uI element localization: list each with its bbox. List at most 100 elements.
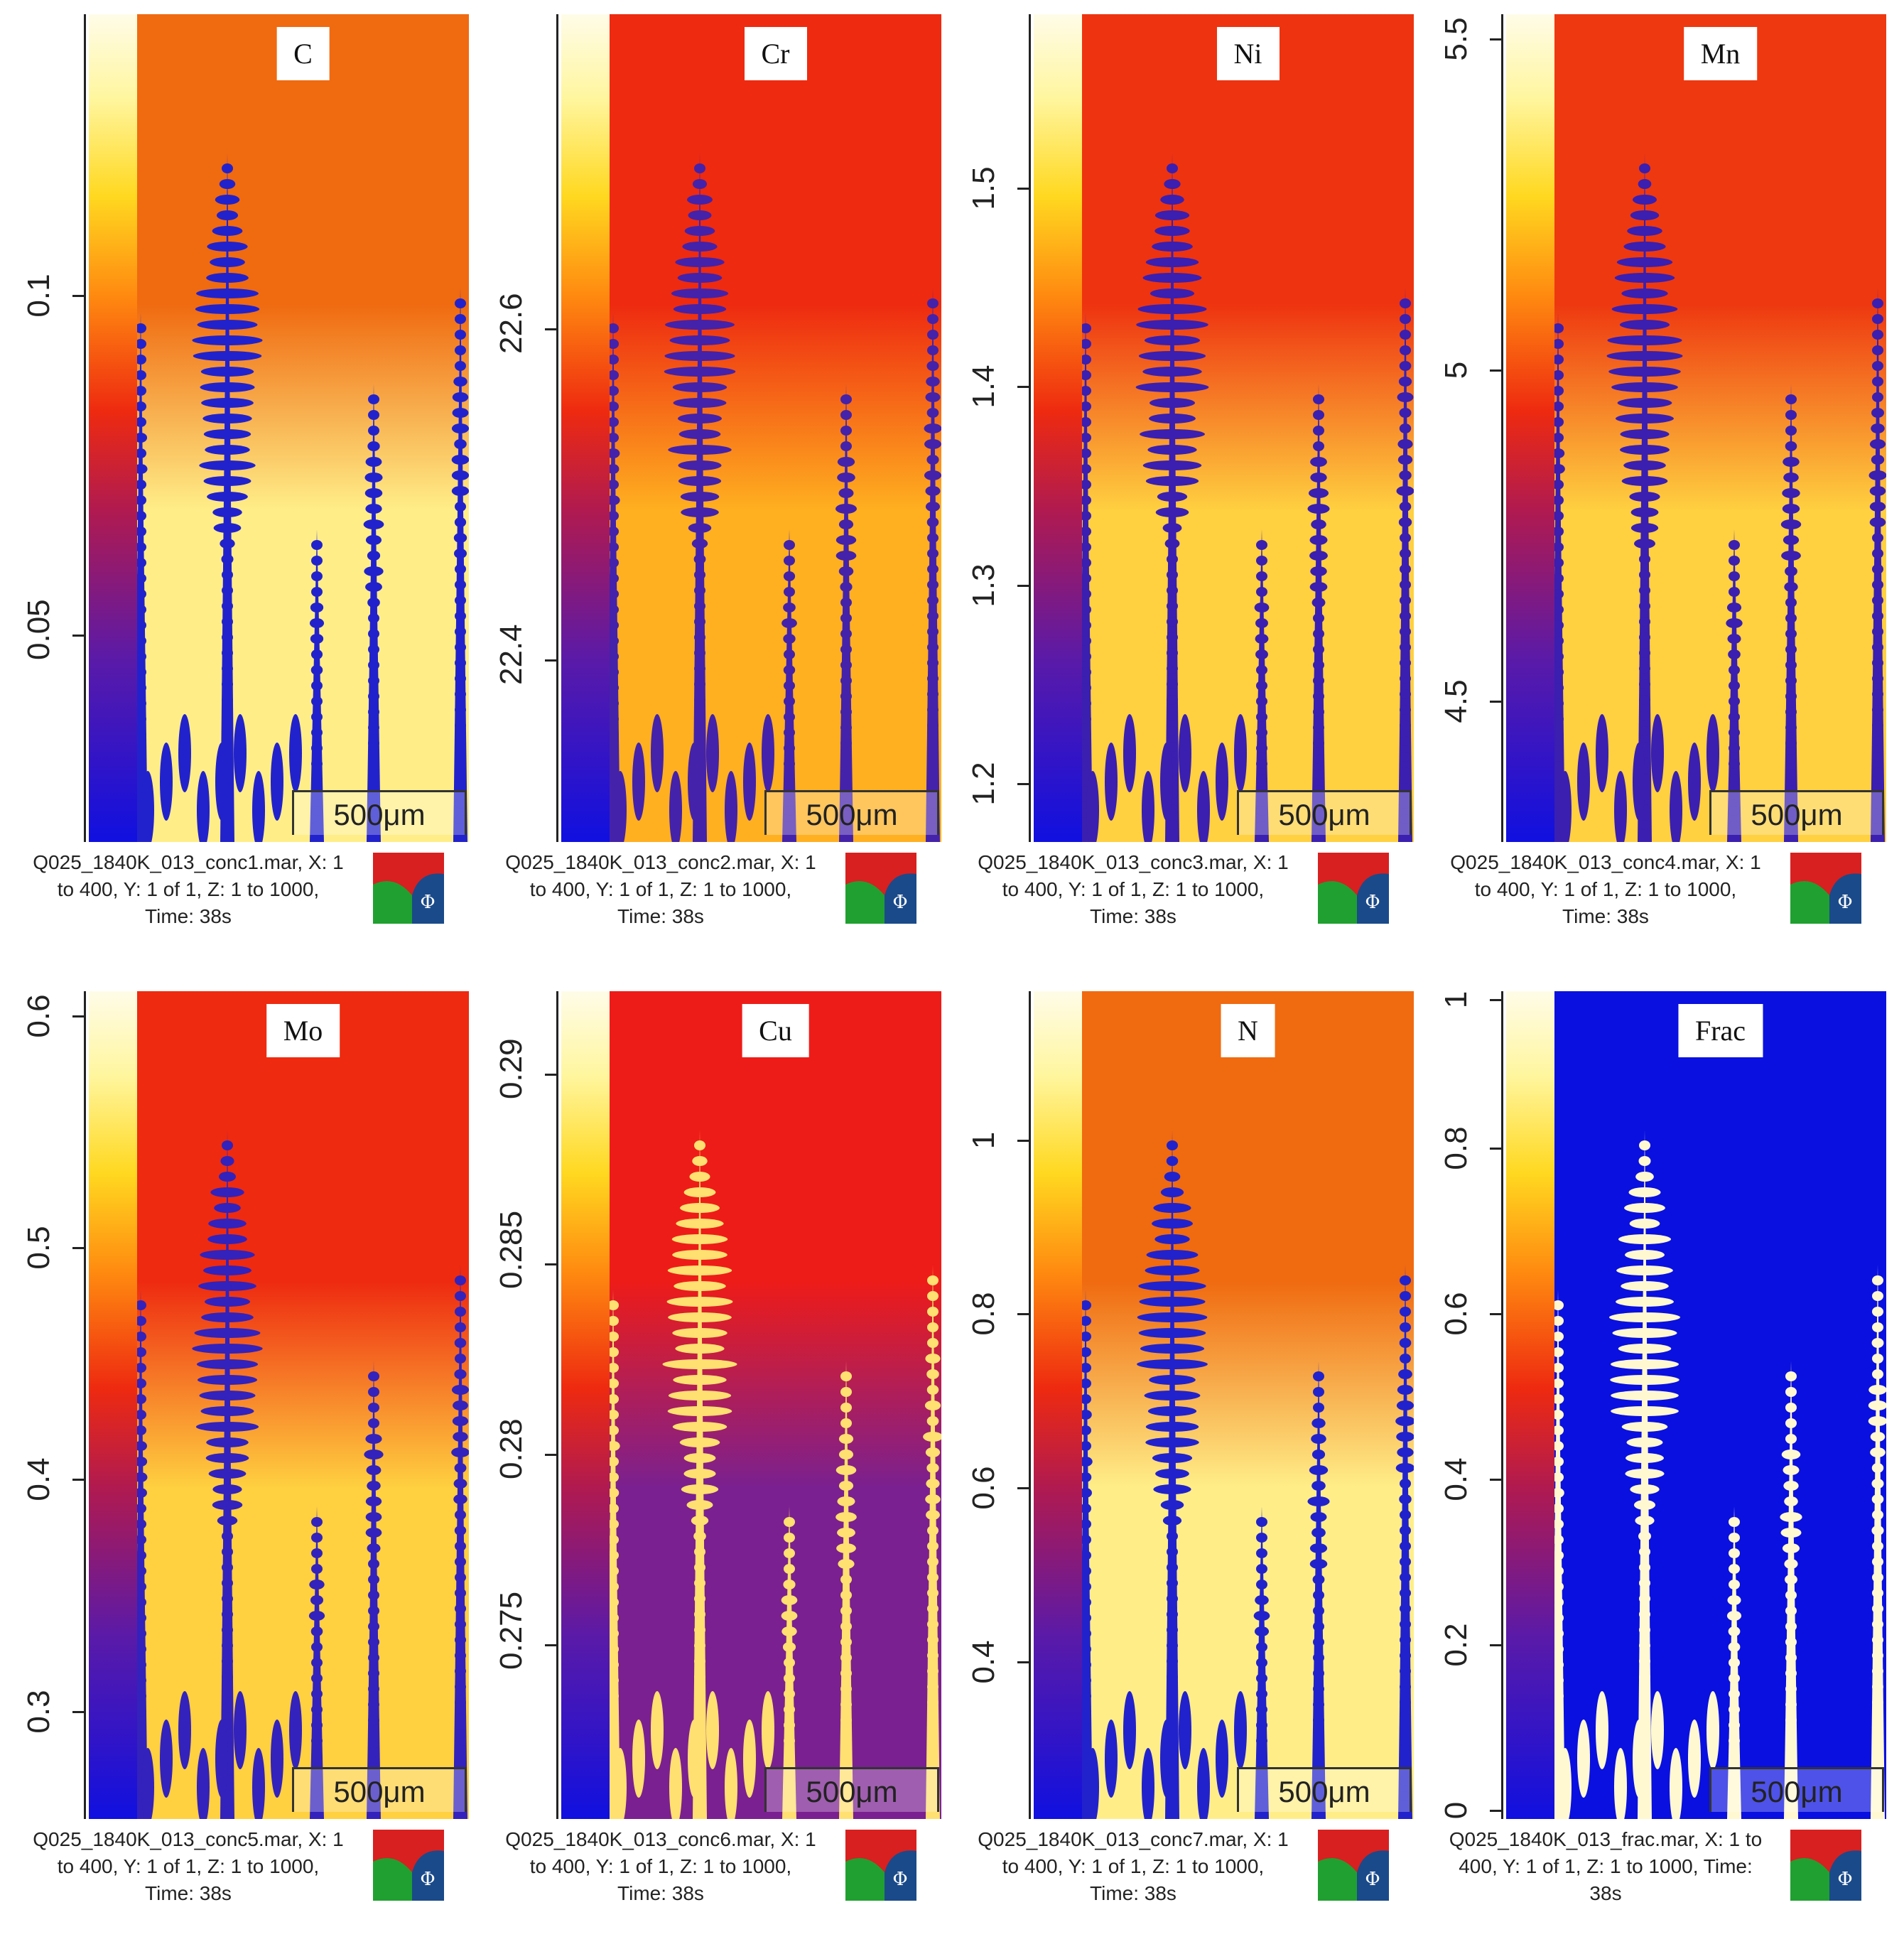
y-axis-line — [84, 991, 86, 1819]
main-dendrite-arm — [1639, 695, 1650, 705]
dendrite-arm — [927, 1322, 939, 1332]
dendrite-arm — [925, 1494, 941, 1504]
panel-frac: 0 0.2 0.4 0.6 0.8 1 Frac 500μm Q025_1840K_013_f… — [1417, 991, 1886, 1954]
dendrite-arm — [1313, 1621, 1324, 1631]
main-dendrite-arm — [221, 554, 233, 564]
dendrite-arm — [1400, 674, 1411, 684]
main-dendrite-arm — [1607, 351, 1683, 361]
dendrite-arm — [368, 644, 379, 654]
main-dendrite-arm — [222, 570, 233, 580]
dendrite-arm — [455, 1651, 466, 1661]
main-dendrite-arm — [1617, 257, 1672, 267]
dendrite-arm — [1729, 1689, 1740, 1699]
dendrite-arm — [927, 1713, 939, 1723]
main-dendrite-arm — [672, 1234, 728, 1244]
dendrite-arm — [927, 674, 939, 684]
dendrite-arm — [1398, 1369, 1412, 1379]
panel-mo: 0.3 0.4 0.5 0.6 Mo 500μm Q025_1840K_013_conc5… — [0, 991, 469, 1954]
dendrite-arm — [368, 1715, 379, 1725]
dendrite-arm — [455, 1666, 466, 1676]
dendrite-arm — [455, 1354, 466, 1364]
main-dendrite-arm — [1630, 1219, 1660, 1229]
dendrite-arm — [1785, 1575, 1797, 1585]
dendrite-arm — [1872, 1354, 1883, 1364]
main-dendrite-arm — [694, 1594, 705, 1604]
small-dendrite — [632, 1720, 645, 1798]
y-tick — [1017, 386, 1030, 388]
dendrite-arm — [311, 1533, 323, 1543]
y-tick — [72, 1479, 85, 1481]
dendrite-arm — [1785, 754, 1797, 764]
main-dendrite-arm — [668, 1406, 732, 1416]
y-tick — [1017, 1313, 1030, 1315]
dendrite-arm — [311, 743, 323, 753]
small-dendrite — [1123, 1691, 1136, 1769]
dendrite-arm — [835, 1512, 857, 1522]
main-dendrite-arm — [1611, 1359, 1679, 1369]
dendrite-arm — [1313, 754, 1324, 764]
dendrite-arm — [1396, 486, 1414, 496]
dendrite-arm — [1313, 441, 1324, 451]
dendrite-arm — [1313, 1668, 1324, 1678]
dendrite-arm — [1783, 1543, 1800, 1553]
dendrite-arm — [311, 1705, 323, 1715]
main-dendrite-arm — [674, 304, 726, 314]
main-dendrite-arm — [205, 1297, 250, 1307]
dendrite-arm — [310, 634, 323, 644]
dendrite-arm — [1310, 1559, 1328, 1569]
small-dendrite — [1688, 743, 1701, 821]
dendrite-arm — [926, 1369, 939, 1379]
micress-logo-icon: Φ — [1318, 1830, 1389, 1901]
dendrite-arm — [1313, 1700, 1324, 1710]
micress-logo-icon: Φ — [373, 853, 444, 924]
main-dendrite-arm — [1136, 320, 1208, 330]
small-dendrite — [1651, 714, 1664, 792]
dendrite-arm — [1256, 1736, 1267, 1746]
main-dendrite-arm — [1167, 601, 1178, 611]
y-axis: 0.3 0.4 0.5 0.6 — [0, 991, 89, 1819]
main-dendrite-arm — [210, 1187, 244, 1197]
scale-bar-label: 500μm — [767, 1775, 937, 1809]
dendrite-arm — [1313, 1606, 1324, 1616]
caption-line: Q025_1840K_013_conc2.mar, X: 1 — [487, 849, 835, 876]
dendrite-arm — [1872, 1322, 1883, 1332]
dendrite-arm — [783, 634, 795, 644]
main-dendrite-arm — [222, 1562, 233, 1572]
main-dendrite-arm — [222, 711, 233, 720]
main-dendrite-arm — [1167, 1797, 1178, 1807]
dendrite-arm — [364, 1450, 383, 1459]
dendrite-arm — [926, 1510, 940, 1520]
dendrite-arm — [366, 535, 382, 545]
dendrite-arm — [840, 644, 852, 654]
caption-line: Q025_1840K_013_conc6.mar, X: 1 — [487, 1826, 835, 1853]
small-dendrite — [1160, 1720, 1173, 1798]
dendrite-arm — [1311, 1528, 1326, 1538]
dendrite-arm — [838, 488, 853, 498]
dendrite-arm — [784, 1517, 795, 1527]
dendrite-arm — [455, 564, 466, 574]
dendrite-arm — [1872, 1635, 1883, 1645]
dendrite-arm — [835, 504, 857, 514]
dendrite-arm — [840, 1715, 852, 1725]
small-dendrite — [289, 714, 302, 792]
dendrite-arm — [453, 408, 469, 418]
dendrite-arm — [1400, 1666, 1411, 1676]
y-tick — [72, 295, 85, 297]
small-dendrite — [688, 1720, 701, 1798]
main-dendrite-arm — [1137, 304, 1206, 314]
dendrite-arm — [368, 394, 379, 404]
dendrite-arm — [840, 1403, 852, 1413]
y-tick-label: 1.3 — [966, 561, 1002, 610]
dendrite-arm — [1313, 1590, 1324, 1600]
dendrite-arm — [455, 1463, 467, 1473]
main-dendrite-arm — [1638, 179, 1652, 189]
dendrite-arm — [836, 1543, 856, 1553]
dendrite-arm — [1399, 377, 1412, 387]
main-dendrite-arm — [1616, 1265, 1673, 1275]
dendrite-arm — [839, 519, 853, 529]
small-dendrite — [271, 743, 283, 821]
main-dendrite-arm — [675, 257, 724, 267]
y-axis-line — [1029, 14, 1031, 842]
dendrite-arm — [455, 1510, 466, 1520]
dendrite-arm — [1872, 580, 1883, 590]
